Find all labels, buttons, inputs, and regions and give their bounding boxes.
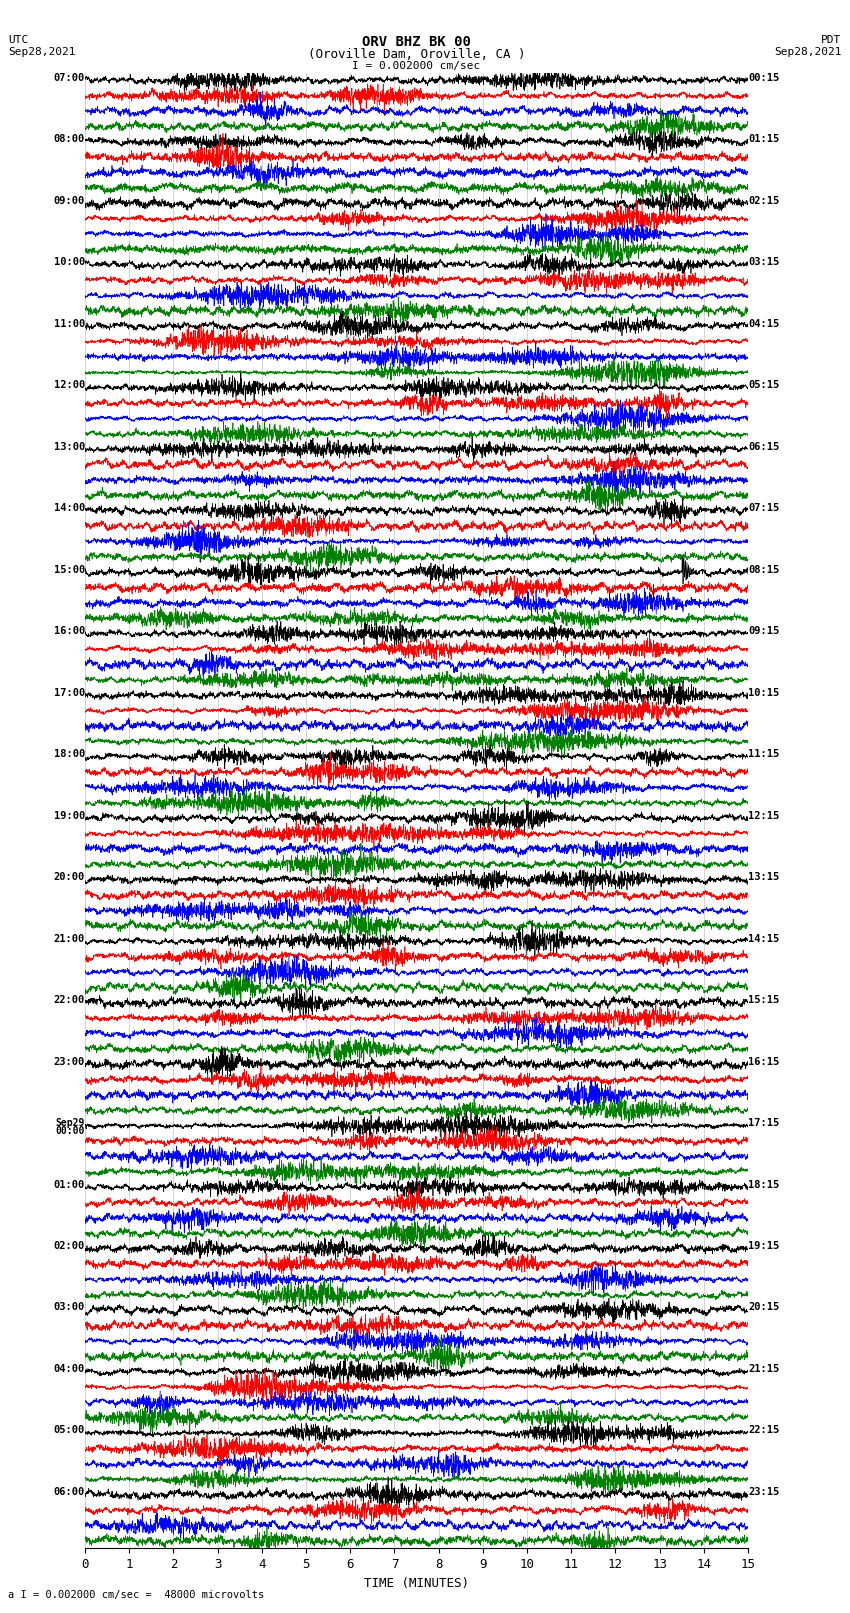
Text: 20:15: 20:15 xyxy=(748,1303,779,1313)
Text: 02:00: 02:00 xyxy=(54,1240,85,1252)
Text: 21:15: 21:15 xyxy=(748,1365,779,1374)
Text: 01:15: 01:15 xyxy=(748,134,779,144)
Text: 12:15: 12:15 xyxy=(748,810,779,821)
Text: 10:00: 10:00 xyxy=(54,256,85,268)
Text: I = 0.002000 cm/sec: I = 0.002000 cm/sec xyxy=(353,61,480,71)
Text: 05:15: 05:15 xyxy=(748,381,779,390)
Text: 16:00: 16:00 xyxy=(54,626,85,636)
Text: 23:15: 23:15 xyxy=(748,1487,779,1497)
Text: 08:00: 08:00 xyxy=(54,134,85,144)
Text: 01:00: 01:00 xyxy=(54,1179,85,1189)
Text: 21:00: 21:00 xyxy=(54,934,85,944)
Text: 18:00: 18:00 xyxy=(54,748,85,760)
X-axis label: TIME (MINUTES): TIME (MINUTES) xyxy=(364,1578,469,1590)
Text: 00:00: 00:00 xyxy=(55,1126,85,1136)
Text: UTC: UTC xyxy=(8,35,29,45)
Text: 15:15: 15:15 xyxy=(748,995,779,1005)
Text: ORV BHZ BK 00: ORV BHZ BK 00 xyxy=(362,35,471,50)
Text: 09:15: 09:15 xyxy=(748,626,779,636)
Text: 14:00: 14:00 xyxy=(54,503,85,513)
Text: 03:15: 03:15 xyxy=(748,256,779,268)
Text: 17:00: 17:00 xyxy=(54,687,85,697)
Text: 23:00: 23:00 xyxy=(54,1057,85,1066)
Text: 05:00: 05:00 xyxy=(54,1426,85,1436)
Text: 22:15: 22:15 xyxy=(748,1426,779,1436)
Text: 00:15: 00:15 xyxy=(748,73,779,82)
Text: 06:15: 06:15 xyxy=(748,442,779,452)
Text: 11:00: 11:00 xyxy=(54,319,85,329)
Text: 13:00: 13:00 xyxy=(54,442,85,452)
Text: 09:00: 09:00 xyxy=(54,195,85,205)
Text: Sep29: Sep29 xyxy=(55,1118,85,1127)
Text: 15:00: 15:00 xyxy=(54,565,85,574)
Text: 06:00: 06:00 xyxy=(54,1487,85,1497)
Text: 04:15: 04:15 xyxy=(748,319,779,329)
Text: 16:15: 16:15 xyxy=(748,1057,779,1066)
Text: 19:00: 19:00 xyxy=(54,810,85,821)
Text: 02:15: 02:15 xyxy=(748,195,779,205)
Text: a I = 0.002000 cm/sec =  48000 microvolts: a I = 0.002000 cm/sec = 48000 microvolts xyxy=(8,1590,264,1600)
Text: 07:00: 07:00 xyxy=(54,73,85,82)
Text: 12:00: 12:00 xyxy=(54,381,85,390)
Text: 17:15: 17:15 xyxy=(748,1118,779,1127)
Text: 18:15: 18:15 xyxy=(748,1179,779,1189)
Text: 07:15: 07:15 xyxy=(748,503,779,513)
Text: Sep28,2021: Sep28,2021 xyxy=(774,47,842,56)
Text: 20:00: 20:00 xyxy=(54,873,85,882)
Text: 03:00: 03:00 xyxy=(54,1303,85,1313)
Text: (Oroville Dam, Oroville, CA ): (Oroville Dam, Oroville, CA ) xyxy=(308,48,525,61)
Text: Sep28,2021: Sep28,2021 xyxy=(8,47,76,56)
Text: 22:00: 22:00 xyxy=(54,995,85,1005)
Text: 19:15: 19:15 xyxy=(748,1240,779,1252)
Text: 04:00: 04:00 xyxy=(54,1365,85,1374)
Text: 13:15: 13:15 xyxy=(748,873,779,882)
Text: 14:15: 14:15 xyxy=(748,934,779,944)
Text: 11:15: 11:15 xyxy=(748,748,779,760)
Text: 08:15: 08:15 xyxy=(748,565,779,574)
Text: PDT: PDT xyxy=(821,35,842,45)
Text: 10:15: 10:15 xyxy=(748,687,779,697)
